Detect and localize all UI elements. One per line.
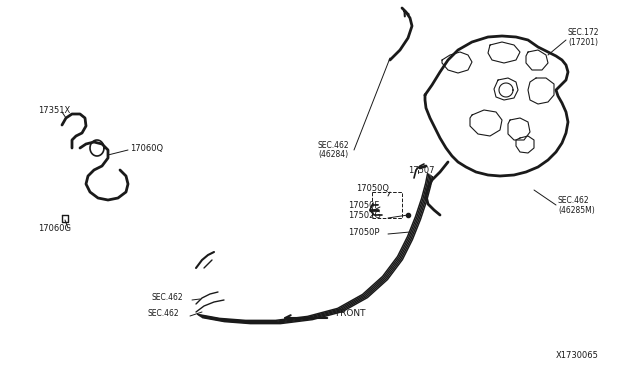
Text: (46285M): (46285M) bbox=[558, 205, 595, 215]
Text: SEC.462: SEC.462 bbox=[148, 310, 180, 318]
Text: SEC.462: SEC.462 bbox=[318, 141, 349, 150]
Text: 17050Q: 17050Q bbox=[356, 183, 389, 192]
Text: 17507: 17507 bbox=[408, 166, 435, 174]
Text: SEC.172: SEC.172 bbox=[568, 28, 600, 36]
Text: (46284): (46284) bbox=[318, 150, 348, 158]
Text: 17060G: 17060G bbox=[38, 224, 71, 232]
Text: 17050P: 17050P bbox=[348, 228, 380, 237]
Text: 17060Q: 17060Q bbox=[130, 144, 163, 153]
Text: SEC.462: SEC.462 bbox=[558, 196, 589, 205]
Text: 17351X: 17351X bbox=[38, 106, 70, 115]
Text: SEC.462: SEC.462 bbox=[152, 294, 184, 302]
Text: FRONT: FRONT bbox=[335, 310, 365, 318]
Text: 17502G: 17502G bbox=[348, 211, 381, 219]
Text: (17201): (17201) bbox=[568, 38, 598, 46]
Text: X1730065: X1730065 bbox=[556, 352, 599, 360]
Text: 17050F: 17050F bbox=[348, 201, 380, 209]
